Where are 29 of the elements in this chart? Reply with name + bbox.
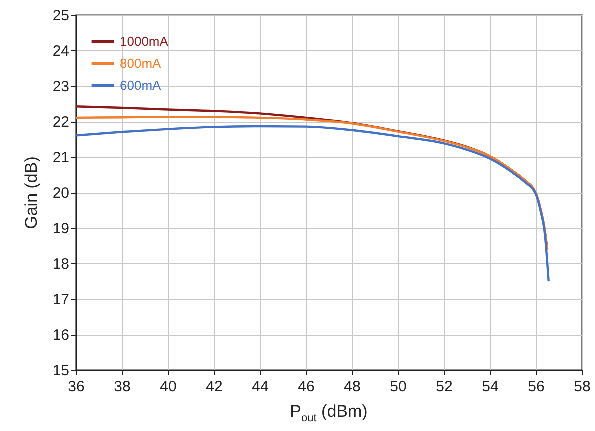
x-tick-label: 58 (574, 378, 591, 396)
x-tick-label: 42 (206, 378, 223, 396)
x-tick-label: 44 (252, 378, 269, 396)
x-tick-label: 38 (114, 378, 131, 396)
y-tick-label: 15 (52, 362, 70, 380)
x-tick-label: 46 (298, 378, 315, 396)
legend-label: 1000mA (120, 34, 169, 49)
x-tick-label: 50 (390, 378, 407, 396)
x-tick-label: 56 (528, 378, 545, 396)
x-tick-label: 36 (68, 378, 85, 396)
y-tick-label: 23 (52, 78, 70, 96)
legend-label: 600mA (120, 78, 162, 93)
x-tick-label: 52 (436, 378, 453, 396)
x-tick-label: 54 (482, 378, 499, 396)
x-axis-title: P$_{out}$ (dBm) (289, 402, 369, 424)
y-axis-title: Gain (dB) (22, 156, 41, 230)
y-tick-label: 24 (52, 43, 70, 60)
y-tick-label: 20 (52, 185, 70, 202)
y-tick-label: 16 (52, 327, 70, 344)
y-tick-label: 18 (52, 256, 70, 273)
y-tick-label: 25 (52, 8, 70, 24)
y-tick-label: 22 (52, 114, 70, 131)
legend-label: 800mA (120, 56, 162, 71)
y-tick-label: 17 (52, 292, 70, 308)
x-tick-label: 40 (160, 378, 177, 396)
x-tick-label: 48 (344, 378, 361, 396)
y-tick-label: 19 (52, 220, 70, 238)
line-series (74, 125, 550, 283)
y-tick-label: 21 (52, 150, 70, 166)
